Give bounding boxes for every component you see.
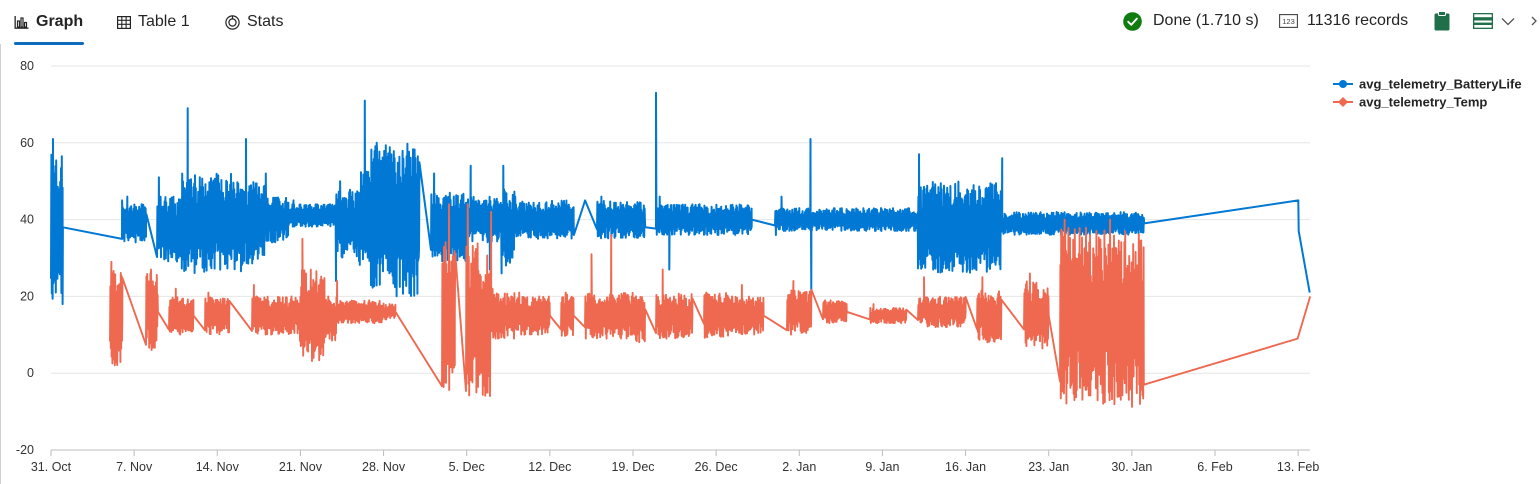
legend-item[interactable]: avg_telemetry_Temp <box>1333 95 1487 110</box>
layout-dropdown-button[interactable] <box>1473 0 1515 42</box>
stats-icon <box>225 14 240 30</box>
x-tick-label: 31. Oct <box>31 460 72 474</box>
x-axis: 31. Oct 7. Nov 14. Nov 21. Nov 28. Nov 5. Dec… <box>31 449 1319 474</box>
y-axis: -20 0 20 40 60 80 <box>16 59 34 457</box>
x-tick-label: 9. Jan <box>865 460 899 474</box>
clipboard-icon <box>1434 11 1450 31</box>
series-line <box>109 203 1312 408</box>
x-tick-label: 6. Feb <box>1197 460 1232 474</box>
number-icon: 123 <box>1279 14 1298 28</box>
tab-graph[interactable]: Graph <box>14 0 83 44</box>
legend: avg_telemetry_BatteryLife avg_telemetry_T… <box>1333 77 1522 110</box>
y-tick-label: 80 <box>20 59 34 73</box>
legend-label: avg_telemetry_BatteryLife <box>1359 77 1522 92</box>
x-tick-label: 19. Dec <box>611 460 654 474</box>
plot-area <box>50 91 1312 408</box>
y-tick-label: 20 <box>20 289 34 303</box>
x-tick-label: 21. Nov <box>279 460 323 474</box>
x-tick-label: 14. Nov <box>196 460 240 474</box>
legend-marker <box>1339 80 1347 88</box>
y-tick-label: 40 <box>20 213 34 227</box>
legend-marker <box>1338 97 1348 107</box>
panel-border <box>0 44 1 484</box>
series-avg_telemetry_BatteryLife <box>50 91 1311 306</box>
x-tick-label: 16. Jan <box>945 460 986 474</box>
y-tick-label: 60 <box>20 136 34 150</box>
status-text: Done (1.710 s) <box>1153 12 1259 29</box>
svg-text:123: 123 <box>1282 17 1295 26</box>
toolbar: Graph Table 1 Stats Done (1.710 s) 123 <box>0 0 1540 46</box>
tab-table-1-label: Table 1 <box>138 13 190 30</box>
expand-button[interactable] <box>1531 0 1537 42</box>
table-icon <box>117 15 131 29</box>
x-tick-label: 12. Dec <box>528 460 571 474</box>
x-tick-label: 23. Jan <box>1028 460 1069 474</box>
y-tick-label: 0 <box>27 366 34 380</box>
x-tick-label: 26. Dec <box>695 460 738 474</box>
chevron-down-icon <box>1501 17 1515 25</box>
tab-stats-label: Stats <box>247 13 284 30</box>
query-status: Done (1.710 s) <box>1123 0 1259 42</box>
series-line <box>50 91 1311 306</box>
records-text: 11316 records <box>1307 12 1409 29</box>
tab-stats[interactable]: Stats <box>225 0 283 44</box>
tab-graph-label: Graph <box>36 13 84 30</box>
x-tick-label: 13. Feb <box>1277 460 1319 474</box>
bar-chart-icon <box>14 16 29 29</box>
series-avg_telemetry_Temp <box>109 203 1312 408</box>
x-tick-label: 28. Nov <box>362 460 406 474</box>
y-tick-label: -20 <box>16 443 34 457</box>
legend-item[interactable]: avg_telemetry_BatteryLife <box>1333 77 1522 92</box>
layout-icon <box>1473 13 1493 29</box>
x-tick-label: 5. Dec <box>449 460 485 474</box>
checkmark-circle-icon <box>1123 11 1142 31</box>
x-tick-label: 7. Nov <box>116 460 153 474</box>
x-tick-label: 30. Jan <box>1111 460 1152 474</box>
chevron-right-icon <box>1531 16 1537 26</box>
x-tick-label: 2. Jan <box>782 460 816 474</box>
copy-button[interactable] <box>1434 0 1450 42</box>
tab-table-1[interactable]: Table 1 <box>117 0 190 44</box>
legend-label: avg_telemetry_Temp <box>1359 95 1487 110</box>
record-count: 123 11316 records <box>1279 0 1408 42</box>
active-tab-indicator <box>14 42 84 45</box>
